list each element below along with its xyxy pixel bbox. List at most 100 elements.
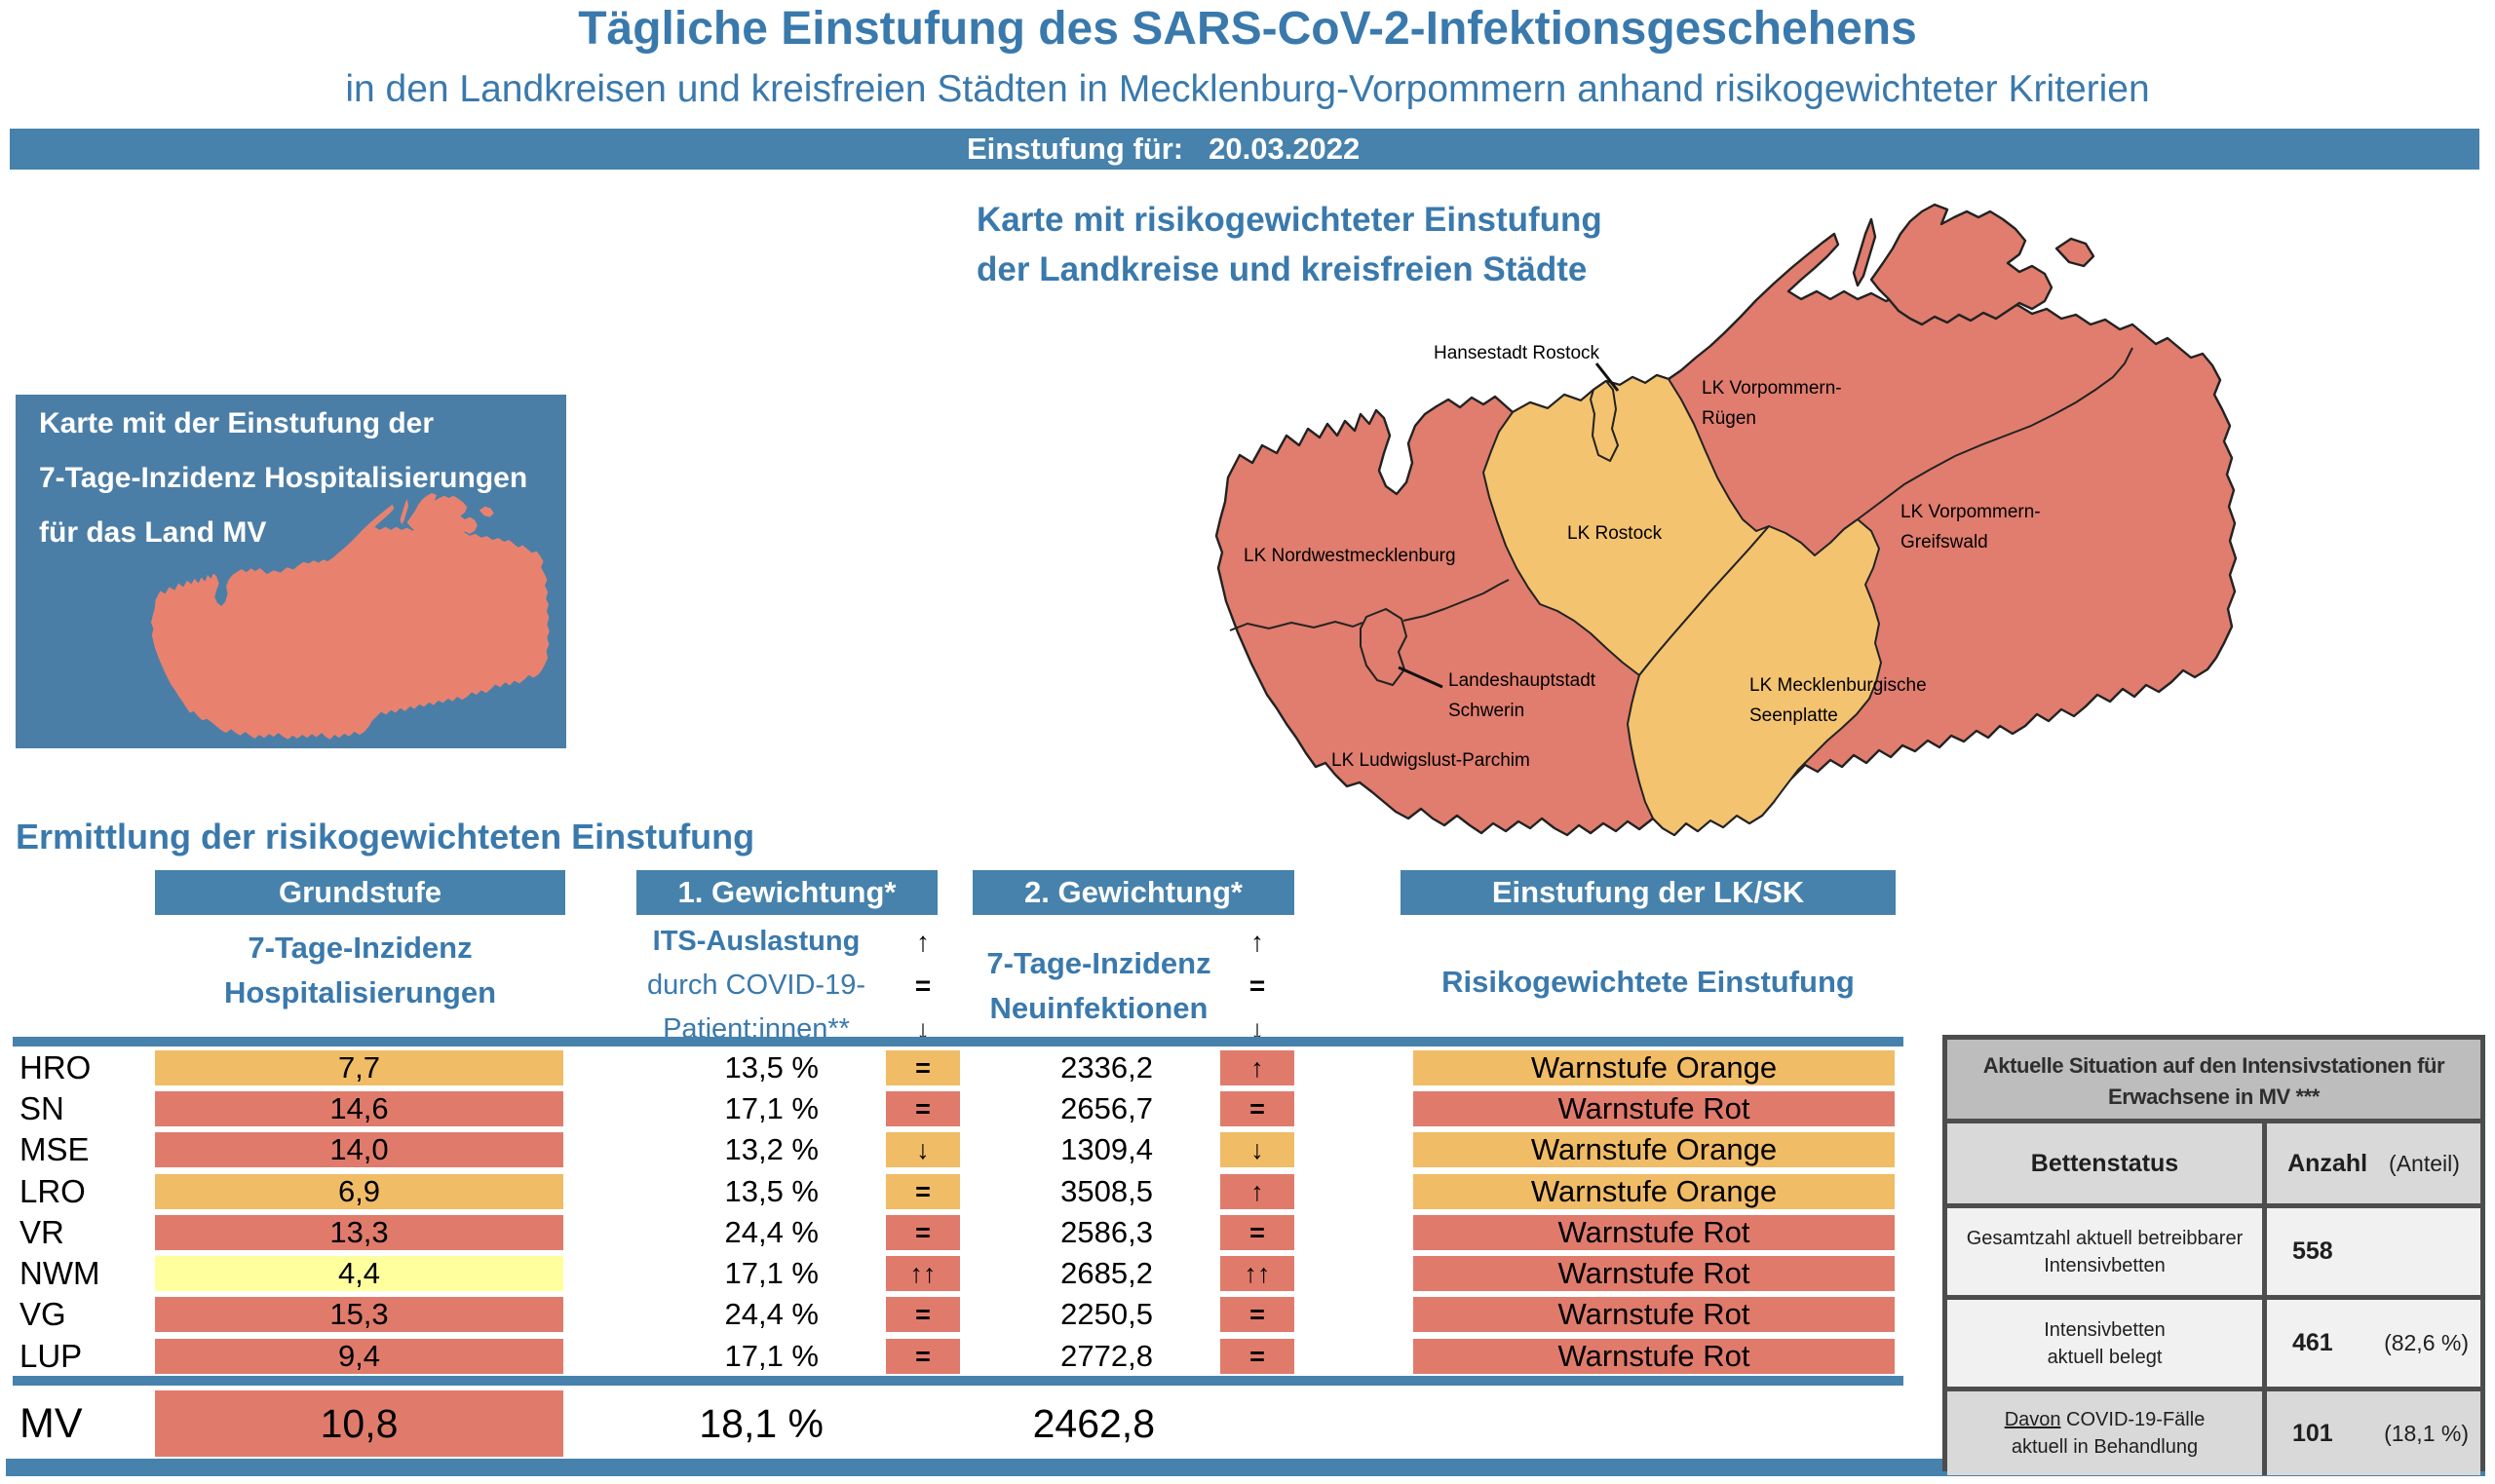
its-value: 17,1 % bbox=[724, 1256, 819, 1290]
hospitalization-cell: 13,3 bbox=[155, 1215, 563, 1250]
incidence-value: 3508,5 bbox=[1060, 1174, 1153, 1208]
hospitalization-cell: 14,0 bbox=[155, 1132, 563, 1167]
table-row: LRO 6,9 13,5 % = 3508,5 ↑ Warnstufe Oran… bbox=[0, 1174, 1910, 1209]
icu-count: 461 bbox=[2292, 1329, 2333, 1356]
its-value: 13,5 % bbox=[724, 1174, 819, 1208]
table-row: MSE 14,0 13,2 % ↓ 1309,4 ↓ Warnstufe Ora… bbox=[0, 1132, 1910, 1167]
icu-count: 558 bbox=[2292, 1237, 2333, 1265]
its-trend-cell: = bbox=[886, 1297, 960, 1332]
pointer-schwerin bbox=[1398, 666, 1443, 689]
subheader-line: durch COVID-19- bbox=[646, 970, 865, 1001]
subheader-line: 7-Tage-Inzidenz bbox=[248, 931, 473, 965]
subheader-line: Neuinfektionen bbox=[989, 991, 1209, 1025]
icu-row-occupied-beds: Intensivbetten aktuell belegt 461 (82,6 … bbox=[1947, 1300, 2480, 1391]
subheader-line: ITS-Auslastung bbox=[652, 926, 861, 957]
rating-cell: Warnstufe Orange bbox=[1413, 1132, 1895, 1167]
district-map-heading: Karte mit risikogewichteter Einstufung d… bbox=[977, 195, 1602, 294]
district-code: VG bbox=[19, 1296, 66, 1332]
icu-anzahl-label: Anzahl bbox=[2287, 1149, 2368, 1177]
rating-cell: Warnstufe Rot bbox=[1413, 1256, 1895, 1291]
icu-share: (18,1 %) bbox=[2384, 1420, 2469, 1446]
rating-cell: Warnstufe Rot bbox=[1413, 1215, 1895, 1250]
hospitalization-cell: 14,6 bbox=[155, 1091, 563, 1126]
hospitalization-cell: 7,7 bbox=[155, 1050, 563, 1085]
icu-label-covid-cases: Davon COVID-19-Fälle aktuell in Behandlu… bbox=[1947, 1391, 2267, 1475]
map-label-line: Seenplatte bbox=[1749, 705, 1838, 726]
icu-title-line2: Erwachsene in MV *** bbox=[2108, 1084, 2320, 1109]
incidence-trend-cell: ↑ bbox=[1220, 1050, 1294, 1085]
incidence-trend-cell: ↓ bbox=[1220, 1132, 1294, 1167]
district-code: NWM bbox=[19, 1255, 100, 1291]
mv-its-value: 18,1 % bbox=[699, 1401, 824, 1446]
icu-row-total-beds: Gesamtzahl aktuell betreibbarer Intensiv… bbox=[1947, 1208, 2480, 1300]
district-code: SN bbox=[19, 1090, 64, 1126]
incidence-value: 2250,5 bbox=[1060, 1297, 1153, 1331]
its-value: 17,1 % bbox=[724, 1339, 819, 1373]
icu-status-box: Aktuelle Situation auf den Intensivstati… bbox=[1942, 1035, 2485, 1475]
icu-value-covid-cases: 101 (18,1 %) bbox=[2267, 1391, 2480, 1475]
map-label-nordwestmecklenburg: LK Nordwestmecklenburg bbox=[1244, 546, 1456, 566]
map-label-seenplatte: LK Mecklenburgische Seenplatte bbox=[1749, 670, 1927, 731]
its-trend-cell: = bbox=[886, 1091, 960, 1126]
panel-caption-line3: für das Land MV bbox=[39, 516, 267, 549]
incidence-value: 2685,2 bbox=[1060, 1256, 1153, 1290]
district-map-heading-line1: Karte mit risikogewichteter Einstufung bbox=[977, 201, 1602, 239]
incidence-value: 2586,3 bbox=[1060, 1215, 1153, 1249]
icu-row-covid-cases: Davon COVID-19-Fälle aktuell in Behandlu… bbox=[1947, 1391, 2480, 1475]
hospitalization-cell: 15,3 bbox=[155, 1297, 563, 1332]
district-map bbox=[1214, 203, 2238, 837]
district-code: LUP bbox=[19, 1338, 83, 1374]
mv-incidence-value: 2462,8 bbox=[1032, 1401, 1155, 1446]
column-header-gewichtung1: 1. Gewichtung* bbox=[636, 870, 938, 915]
icu-header-row: Bettenstatus Anzahl (Anteil) bbox=[1947, 1123, 2480, 1208]
district-map-heading-line2: der Landkreise und kreisfreien Städte bbox=[977, 250, 1588, 288]
table-row: NWM 4,4 17,1 % ↑↑ 2685,2 ↑↑ Warnstufe Ro… bbox=[0, 1256, 1910, 1291]
trend-legend-its: ↑ = ↓ bbox=[886, 920, 960, 1051]
table-row: SN 14,6 17,1 % = 2656,7 = Warnstufe Rot bbox=[0, 1091, 1910, 1126]
map-label-line: LK Vorpommern- bbox=[1702, 378, 1842, 399]
incidence-value: 1309,4 bbox=[1060, 1132, 1153, 1166]
equals-icon: = bbox=[1248, 970, 1266, 1001]
icu-label-line: Intensivbetten bbox=[2044, 1318, 2166, 1341]
incidence-trend-cell: = bbox=[1220, 1297, 1294, 1332]
icu-davon-underlined: Davon bbox=[2004, 1409, 2061, 1430]
icu-value-occupied-beds: 461 (82,6 %) bbox=[2267, 1300, 2480, 1387]
panel-caption-line2: 7-Tage-Inzidenz Hospitalisierungen bbox=[39, 462, 528, 494]
subheader-rating: Risikogewichtete Einstufung bbox=[1441, 965, 1855, 999]
its-trend-cell: = bbox=[886, 1050, 960, 1085]
date-banner-date: 20.03.2022 bbox=[1209, 132, 1361, 166]
incidence-value: 2772,8 bbox=[1060, 1339, 1153, 1373]
icu-title-line1: Aktuelle Situation auf den Intensivstati… bbox=[1982, 1053, 2445, 1078]
district-code: VR bbox=[19, 1214, 64, 1250]
icu-label-occupied-beds: Intensivbetten aktuell belegt bbox=[1947, 1300, 2267, 1387]
subheader-line: Hospitalisierungen bbox=[223, 975, 497, 1009]
table-row: LUP 9,4 17,1 % = 2772,8 = Warnstufe Rot bbox=[0, 1339, 1910, 1374]
table-row: VG 15,3 24,4 % = 2250,5 = Warnstufe Rot bbox=[0, 1297, 1910, 1332]
icu-count: 101 bbox=[2292, 1419, 2333, 1447]
incidence-trend-cell: = bbox=[1220, 1215, 1294, 1250]
icu-label-line: aktuell in Behandlung bbox=[2011, 1436, 2199, 1458]
icu-col-bettenstatus: Bettenstatus bbox=[1947, 1123, 2267, 1203]
district-code: HRO bbox=[19, 1049, 92, 1085]
subheader-line: 7-Tage-Inzidenz bbox=[986, 946, 1211, 980]
its-value: 13,2 % bbox=[724, 1132, 819, 1166]
page-bottom-band bbox=[6, 1459, 2485, 1476]
hospitalization-cell: 6,9 bbox=[155, 1174, 563, 1209]
map-label-ludwigslust-parchim: LK Ludwigslust-Parchim bbox=[1331, 750, 1530, 771]
subheader-its: ITS-Auslastung durch COVID-19- Patient:i… bbox=[624, 920, 889, 1051]
incidence-value: 2336,2 bbox=[1060, 1050, 1153, 1084]
map-label-vorpommern-greifswald: LK Vorpommern- Greifswald bbox=[1900, 497, 2041, 557]
its-value: 24,4 % bbox=[724, 1297, 819, 1331]
rating-cell: Warnstufe Orange bbox=[1413, 1174, 1895, 1209]
its-trend-cell: = bbox=[886, 1339, 960, 1374]
pointer-hansestadt-rostock bbox=[1594, 362, 1620, 392]
hospitalization-cell: 9,4 bbox=[155, 1339, 563, 1374]
panel-caption-line1: Karte mit der Einstufung der bbox=[39, 407, 435, 439]
page-subtitle: in den Landkreisen und kreisfreien Städt… bbox=[345, 68, 2150, 110]
icu-label-line: Intensivbetten bbox=[2044, 1254, 2166, 1276]
rating-cell: Warnstufe Orange bbox=[1413, 1050, 1895, 1085]
subheader-hospitalization: 7-Tage-Inzidenz Hospitalisierungen bbox=[155, 926, 565, 1015]
page-title: Tägliche Einstufung des SARS-CoV-2-Infek… bbox=[578, 3, 1917, 55]
map-label-line: LK Mecklenburgische bbox=[1749, 675, 1927, 696]
